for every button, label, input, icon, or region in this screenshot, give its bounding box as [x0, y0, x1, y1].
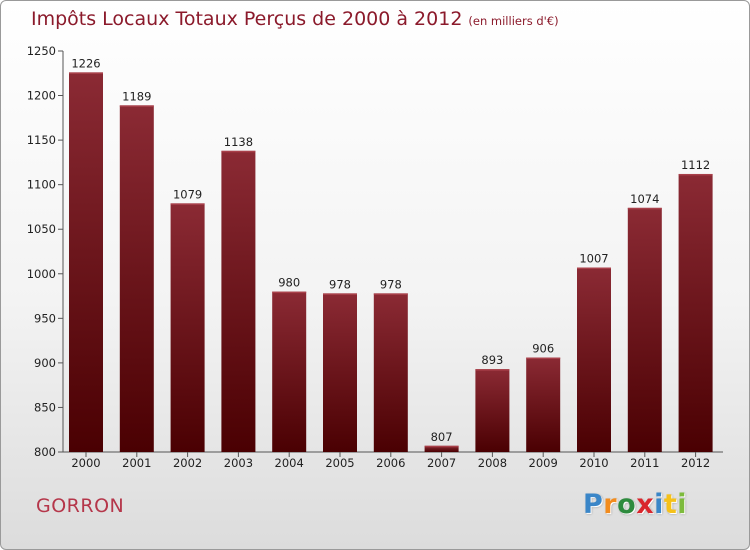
bar	[475, 369, 510, 452]
bar-value-label: 1112	[681, 158, 710, 172]
y-tick-label: 900	[34, 356, 56, 370]
x-tick-label: 2008	[478, 456, 507, 470]
bar-top-edge	[424, 445, 459, 448]
bar	[627, 207, 662, 452]
chart-bars: 1226 1189 1079 1138 980 978 978 807 893 906 1007 10…	[69, 56, 713, 453]
x-tick-label: 2007	[427, 456, 456, 470]
x-tick-label: 2011	[630, 456, 659, 470]
bar	[323, 293, 357, 452]
bar	[221, 150, 256, 452]
bar-value-label: 893	[481, 353, 503, 367]
bar-value-label: 980	[278, 276, 300, 290]
y-tick-label: 1050	[27, 222, 56, 236]
city-name: GORRON	[36, 495, 125, 517]
x-tick-label: 2004	[275, 456, 304, 470]
y-tick-label: 1250	[27, 44, 56, 58]
y-tick-label: 850	[34, 400, 56, 414]
bar-value-label: 1189	[122, 89, 151, 103]
x-tick-label: 2009	[529, 456, 558, 470]
bar-value-label: 1079	[173, 187, 202, 201]
bar-value-label: 1007	[579, 252, 608, 266]
bar	[577, 267, 611, 452]
chart-title-text: Impôts Locaux Totaux Perçus de 2000 à 20…	[31, 8, 463, 30]
x-tick-label: 2005	[325, 456, 354, 470]
y-tick-label: 1000	[27, 267, 56, 281]
bar-top-edge	[272, 291, 307, 294]
x-tick-label: 2003	[224, 456, 253, 470]
logo-letter: x	[636, 489, 655, 520]
logo-letter: o	[617, 489, 637, 520]
bar-value-label: 906	[532, 342, 554, 356]
bar-top-edge	[373, 293, 408, 295]
logo-letter: P	[583, 489, 604, 520]
bar-top-edge	[221, 150, 256, 153]
x-tick-label: 2000	[71, 456, 100, 470]
x-tick-label: 2012	[681, 456, 710, 470]
bar-value-label: 978	[380, 277, 402, 291]
y-tick-label: 1200	[27, 89, 56, 103]
bar-top-edge	[526, 357, 561, 360]
bar	[424, 445, 459, 452]
bar-top-edge	[678, 173, 713, 176]
logo-letter: t	[663, 489, 678, 520]
x-tick-label: 2006	[376, 456, 405, 470]
bar-top-edge	[577, 267, 611, 270]
bar-top-edge	[119, 105, 154, 107]
bar	[678, 173, 713, 452]
bar-value-label: 1138	[224, 135, 253, 149]
chart-title: Impôts Locaux Totaux Perçus de 2000 à 20…	[31, 8, 559, 30]
x-tick-label: 2010	[579, 456, 608, 470]
logo-letter: i	[654, 489, 664, 520]
y-tick-label: 1100	[27, 178, 56, 192]
bar	[170, 203, 205, 452]
y-tick-label: 950	[34, 311, 56, 325]
x-tick-label: 2002	[173, 456, 202, 470]
bar-value-label: 978	[329, 277, 351, 291]
x-tick-label: 2001	[122, 456, 151, 470]
chart-axes: 800 850 900 950 1000 1050 1100 1150 1200 1250 2000…	[27, 44, 723, 470]
bar	[373, 293, 408, 452]
bar-value-label: 807	[431, 430, 453, 444]
bar	[526, 357, 561, 452]
bar-value-label: 1226	[71, 56, 100, 70]
chart-title-unit: (en milliers d'€)	[468, 14, 559, 28]
proxiti-logo: Proxiti	[583, 489, 687, 520]
bar-value-label: 1074	[630, 192, 659, 206]
logo-letter: i	[677, 489, 688, 520]
bar-top-edge	[69, 72, 103, 74]
bar	[272, 291, 307, 452]
bar-top-edge	[170, 203, 205, 205]
bar	[69, 72, 103, 453]
y-tick-label: 1150	[27, 133, 56, 147]
y-tick-label: 800	[34, 445, 56, 459]
logo-letter: r	[603, 489, 618, 520]
bar-top-edge	[475, 369, 510, 371]
bar-top-edge	[323, 293, 357, 295]
bar	[119, 105, 154, 452]
bar-top-edge	[627, 207, 662, 210]
